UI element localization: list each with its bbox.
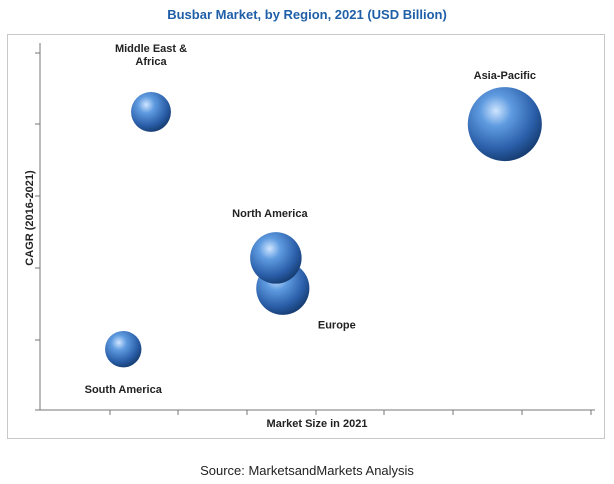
bubble-label: Asia-Pacific	[474, 70, 536, 82]
y-axis-label: CAGR (2016-2021)	[24, 170, 36, 266]
plot-frame	[7, 34, 605, 439]
bubble-south-america	[105, 330, 142, 368]
bubble-label: Europe	[318, 319, 356, 331]
axes	[35, 43, 595, 415]
bubble-label-line2: Africa	[135, 56, 167, 68]
bubbles	[105, 87, 542, 368]
bubble-north-america	[250, 232, 302, 284]
x-axis-label: Market Size in 2021	[267, 418, 368, 430]
chart-title: Busbar Market, by Region, 2021 (USD Bill…	[167, 7, 447, 22]
bubble-asia-pacific	[467, 87, 542, 162]
bubble-label: Middle East &	[115, 43, 187, 55]
source-note: Source: MarketsandMarkets Analysis	[200, 463, 414, 478]
bubble-label: South America	[85, 384, 163, 396]
bubble-label: North America	[232, 208, 308, 220]
bubble-labels: Middle East &Africa Asia-Pacific North Ame…	[85, 43, 536, 396]
bubble-middle-east	[131, 91, 171, 132]
